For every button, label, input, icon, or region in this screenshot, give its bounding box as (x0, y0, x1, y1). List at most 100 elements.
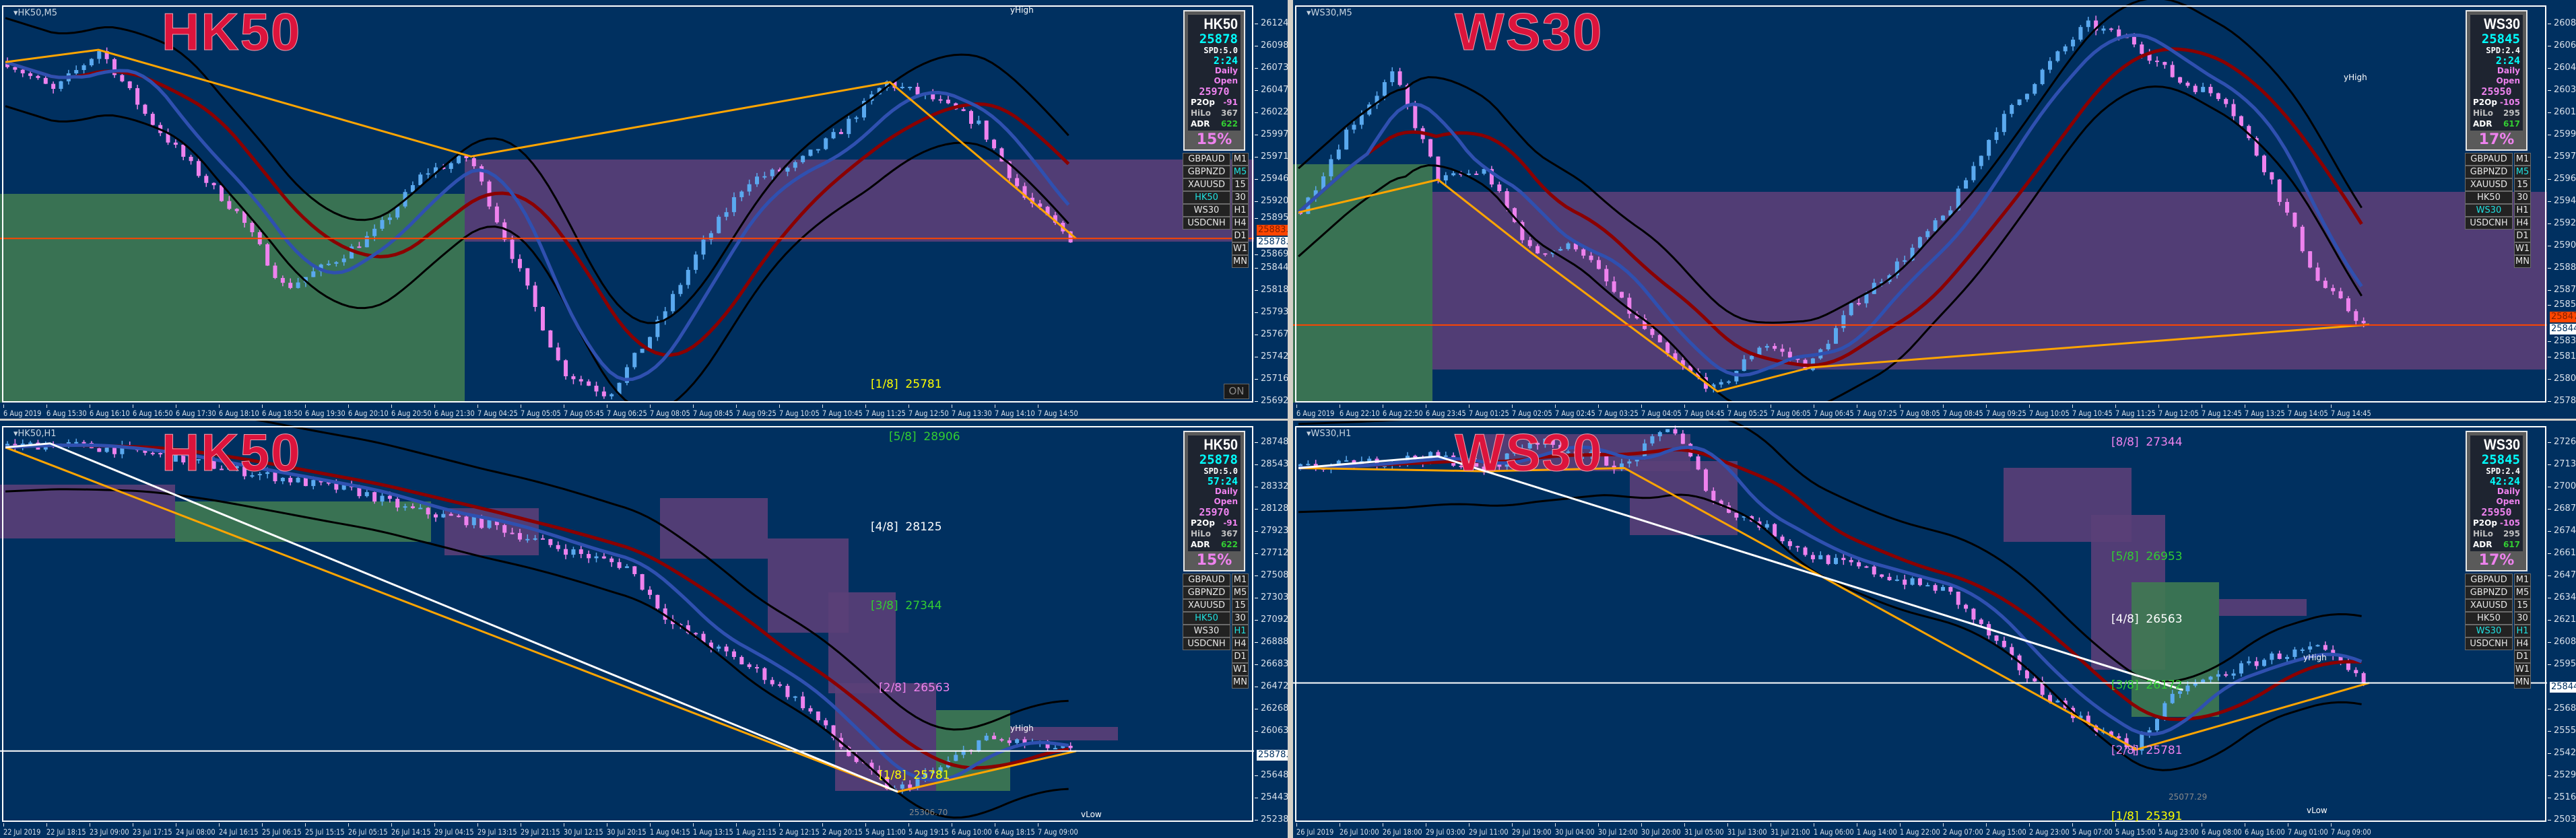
price-axis-tick: 25997.30 (1254, 129, 1288, 140)
timeframe-button-m5[interactable]: M5 (2514, 166, 2531, 178)
symbol-button-xauusd[interactable]: XAUUSD (2465, 599, 2513, 612)
symbol-button-ws30[interactable]: WS30 (1183, 625, 1230, 637)
candle-body (1834, 557, 1838, 564)
candle-body (1887, 576, 1892, 580)
timeframe-button-15[interactable]: 15 (1232, 599, 1249, 612)
symbol-button-gbpnzd[interactable]: GBPNZD (1183, 586, 1230, 599)
timeframe-button-d1[interactable]: D1 (1232, 650, 1249, 663)
timeframe-button-w1[interactable]: W1 (1232, 242, 1249, 255)
timeframe-button-h4[interactable]: H4 (2514, 637, 2531, 650)
symbol-button-gbpaud[interactable]: GBPAUD (2465, 573, 2513, 586)
symbol-button-ws30[interactable]: WS30 (1183, 204, 1230, 217)
symbol-button-xauusd[interactable]: XAUUSD (2465, 178, 2513, 191)
time-axis-label: 7 Aug 09:25 (1986, 405, 2026, 418)
time-axis-label: 2 Aug 23:00 (2029, 823, 2070, 837)
candle-body (36, 75, 40, 78)
timeframe-button-mn[interactable]: MN (1232, 676, 1249, 689)
timeframe-button-30[interactable]: 30 (2514, 612, 2531, 625)
symbol-button-gbpaud[interactable]: GBPAUD (2465, 153, 2513, 166)
symbol-button-xauusd[interactable]: XAUUSD (1183, 599, 1230, 612)
chart-window-hk50-m5[interactable]: HK50 HK50,M5 25883.2025878.20 26124.05 26098… (0, 0, 1288, 419)
timeframe-button-h4[interactable]: H4 (2514, 217, 2531, 230)
candle-body (2010, 647, 2014, 656)
timeframe-button-h1[interactable]: H1 (2514, 204, 2531, 217)
timeframe-button-m1[interactable]: M1 (1232, 573, 1249, 586)
chart-window-ws30-h1[interactable]: WS30 WS30,H1 25844.68 27269.75 27139.40 27009… (1293, 421, 2576, 838)
timeframe-button-d1[interactable]: D1 (1232, 230, 1249, 242)
symbol-button-ws30[interactable]: WS30 (2465, 204, 2513, 217)
price-axis-tick: 26047.55 (1254, 85, 1288, 96)
chart-window-ws30-m5[interactable]: WS30 WS30,M5 25847.9825844.68 26083.80 26066… (1293, 0, 2576, 419)
candle-body (1872, 566, 1876, 575)
symbol-button-hk50[interactable]: HK50 (1183, 612, 1230, 625)
on-toggle-button[interactable]: ON (1224, 384, 1249, 399)
price-chart-canvas[interactable] (1293, 421, 2547, 822)
symbol-button-xauusd[interactable]: XAUUSD (1183, 178, 1230, 191)
candle-body (2162, 62, 2167, 65)
symbol-button-hk50[interactable]: HK50 (2465, 612, 2513, 625)
candle-body (1719, 500, 1723, 506)
symbol-button-hk50[interactable]: HK50 (1183, 191, 1230, 204)
timeframe-button-15[interactable]: 15 (2514, 178, 2531, 191)
symbol-button-gbpnzd[interactable]: GBPNZD (2465, 166, 2513, 178)
candle-body (2017, 99, 2022, 105)
timeframe-button-15[interactable]: 15 (1232, 178, 1249, 191)
price-chart-canvas[interactable] (0, 421, 1254, 822)
timeframe-button-15[interactable]: 15 (2514, 599, 2531, 612)
candle-body (778, 169, 783, 172)
symbol-button-hk50[interactable]: HK50 (2465, 191, 2513, 204)
price-chart-canvas[interactable] (0, 0, 1254, 403)
candle-body (2292, 212, 2297, 227)
symbol-button-usdcnh[interactable]: USDCNH (2465, 217, 2513, 230)
timeframe-button-d1[interactable]: D1 (2514, 230, 2531, 242)
time-axis-label: 1 Aug 04:15 (650, 823, 690, 837)
candle-body (1634, 314, 1639, 318)
candle-body (250, 223, 255, 232)
symbol-button-usdcnh[interactable]: USDCNH (1183, 637, 1230, 650)
symbol-button-gbpaud[interactable]: GBPAUD (1183, 573, 1230, 586)
time-axis-label: 2 Aug 07:00 (1943, 823, 1983, 837)
time-axis-label: 26 Jul 10:00 (1340, 823, 1379, 837)
timeframe-button-m1[interactable]: M1 (2514, 153, 2531, 166)
timeframe-button-mn[interactable]: MN (1232, 255, 1249, 268)
price-chart-canvas[interactable] (1293, 0, 2547, 403)
timeframe-button-m5[interactable]: M5 (2514, 586, 2531, 599)
symbol-button-gbpaud[interactable]: GBPAUD (1183, 153, 1230, 166)
envelope-lower-line (1298, 85, 2363, 403)
timeframe-button-h4[interactable]: H4 (1232, 637, 1249, 650)
candle-body (1428, 139, 1433, 157)
candle-body (1367, 458, 1372, 462)
timeframe-button-h4[interactable]: H4 (1232, 217, 1249, 230)
symbol-button-usdcnh[interactable]: USDCNH (1183, 217, 1230, 230)
timeframe-button-h1[interactable]: H1 (1232, 204, 1249, 217)
timeframe-button-m5[interactable]: M5 (1232, 586, 1249, 599)
symbol-button-usdcnh[interactable]: USDCNH (2465, 637, 2513, 650)
price-axis-tick: 26874.75 (2547, 503, 2576, 514)
timeframe-button-mn[interactable]: MN (2514, 676, 2531, 689)
candle-body (724, 212, 729, 217)
timeframe-button-m1[interactable]: M1 (2514, 573, 2531, 586)
timeframe-button-w1[interactable]: W1 (2514, 663, 2531, 676)
symbol-button-gbpnzd[interactable]: GBPNZD (1183, 166, 1230, 178)
candle-body (2071, 39, 2076, 46)
symbol-button-ws30[interactable]: WS30 (2465, 625, 2513, 637)
chart-window-hk50-h1[interactable]: HK50 HK50,H1 25878.20 28748.10 28543.50 28332… (0, 421, 1288, 838)
candle-body (541, 307, 545, 330)
candle-body (2109, 731, 2113, 736)
timeframe-button-30[interactable]: 30 (1232, 612, 1249, 625)
timeframe-button-30[interactable]: 30 (1232, 191, 1249, 204)
symbol-button-gbpnzd[interactable]: GBPNZD (2465, 586, 2513, 599)
timeframe-button-h1[interactable]: H1 (1232, 625, 1249, 637)
timeframe-button-mn[interactable]: MN (2514, 255, 2531, 268)
timeframe-button-w1[interactable]: W1 (2514, 242, 2531, 255)
hilo-row: HiLo 295 (2473, 528, 2520, 539)
timeframe-button-w1[interactable]: W1 (1232, 663, 1249, 676)
timeframe-button-m1[interactable]: M1 (1232, 153, 1249, 166)
timeframe-button-d1[interactable]: D1 (2514, 650, 2531, 663)
candle-body (1673, 429, 1678, 434)
timeframe-button-h1[interactable]: H1 (2514, 625, 2531, 637)
timeframe-button-m5[interactable]: M5 (1232, 166, 1249, 178)
time-axis-label: 7 Aug 06:05 (1771, 405, 1811, 418)
time-axis-label: 1 Aug 21:15 (736, 823, 777, 837)
timeframe-button-30[interactable]: 30 (2514, 191, 2531, 204)
